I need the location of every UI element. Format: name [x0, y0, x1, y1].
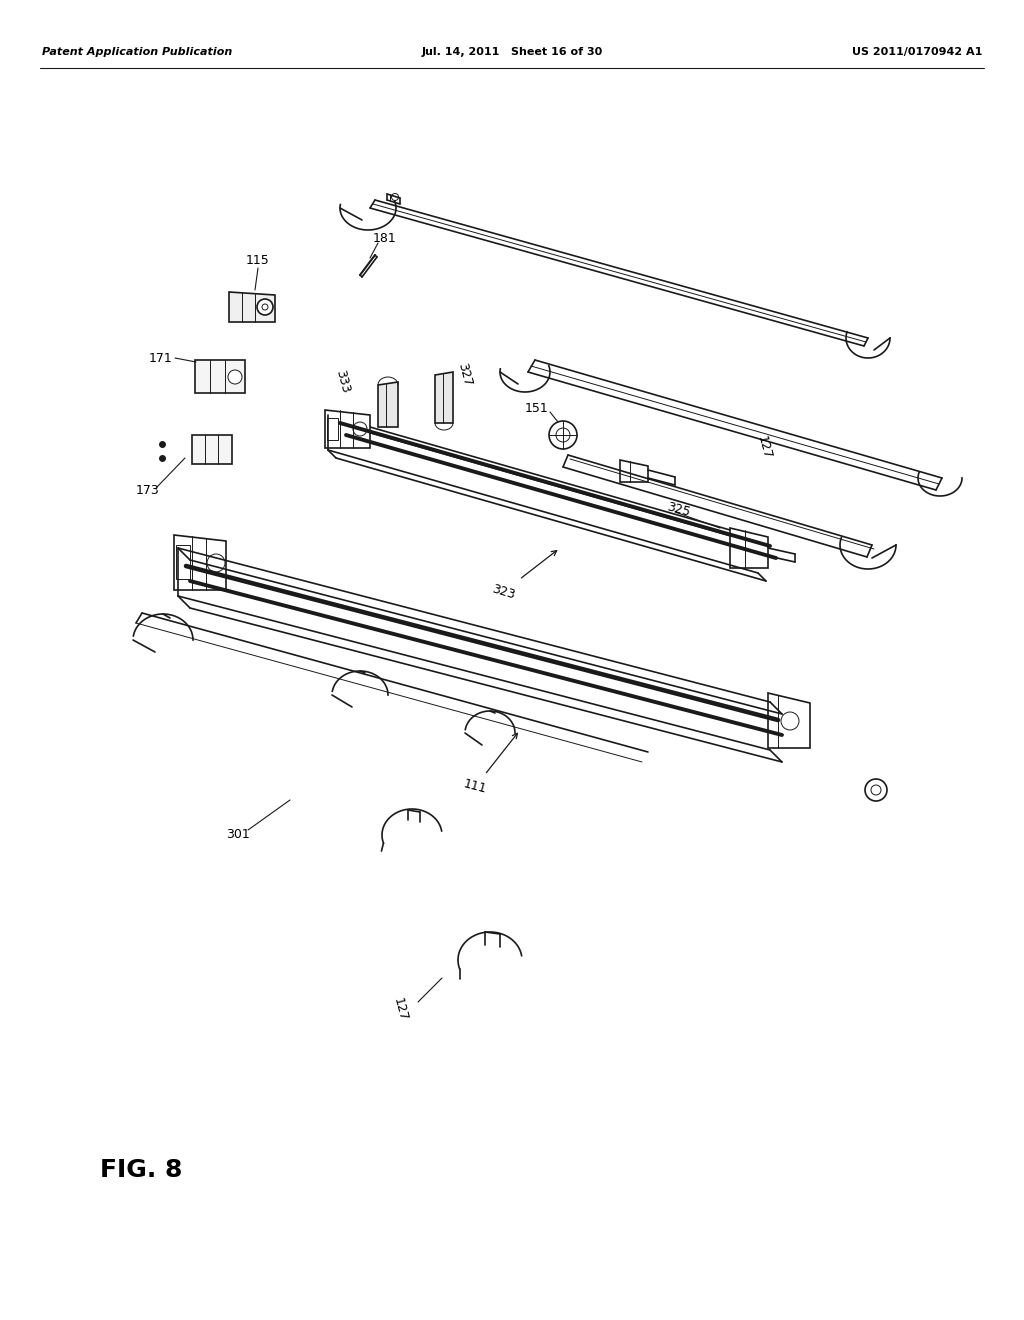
Circle shape — [353, 422, 367, 436]
Polygon shape — [195, 360, 245, 393]
Text: Patent Application Publication: Patent Application Publication — [42, 48, 232, 57]
Text: FIG. 8: FIG. 8 — [100, 1158, 182, 1181]
Text: 171: 171 — [148, 351, 172, 364]
Text: 127: 127 — [390, 997, 410, 1023]
Circle shape — [262, 304, 268, 310]
Circle shape — [257, 300, 273, 315]
Polygon shape — [620, 459, 648, 482]
Text: 111: 111 — [462, 734, 517, 796]
Polygon shape — [229, 292, 275, 322]
Polygon shape — [327, 418, 338, 440]
Text: 323: 323 — [490, 550, 557, 602]
Circle shape — [207, 554, 225, 572]
Circle shape — [556, 428, 570, 442]
Text: 173: 173 — [136, 483, 160, 496]
Text: 115: 115 — [246, 253, 270, 267]
Text: 127: 127 — [755, 434, 774, 461]
Text: 301: 301 — [226, 829, 250, 842]
Circle shape — [781, 711, 799, 730]
Text: Jul. 14, 2011   Sheet 16 of 30: Jul. 14, 2011 Sheet 16 of 30 — [421, 48, 603, 57]
Polygon shape — [378, 381, 398, 426]
Polygon shape — [328, 414, 766, 546]
Text: 151: 151 — [524, 401, 548, 414]
Circle shape — [391, 194, 398, 201]
Circle shape — [228, 370, 242, 384]
Text: 325: 325 — [665, 500, 691, 519]
Text: 327: 327 — [455, 362, 474, 388]
Polygon shape — [435, 372, 453, 422]
Polygon shape — [174, 535, 226, 590]
Text: 181: 181 — [373, 231, 396, 244]
Polygon shape — [768, 693, 810, 748]
Polygon shape — [325, 411, 370, 447]
Polygon shape — [730, 528, 768, 568]
Text: US 2011/0170942 A1: US 2011/0170942 A1 — [852, 48, 982, 57]
Text: 333: 333 — [334, 368, 352, 395]
Circle shape — [871, 785, 881, 795]
Polygon shape — [193, 436, 232, 465]
Polygon shape — [176, 545, 190, 579]
Circle shape — [549, 421, 577, 449]
Circle shape — [865, 779, 887, 801]
